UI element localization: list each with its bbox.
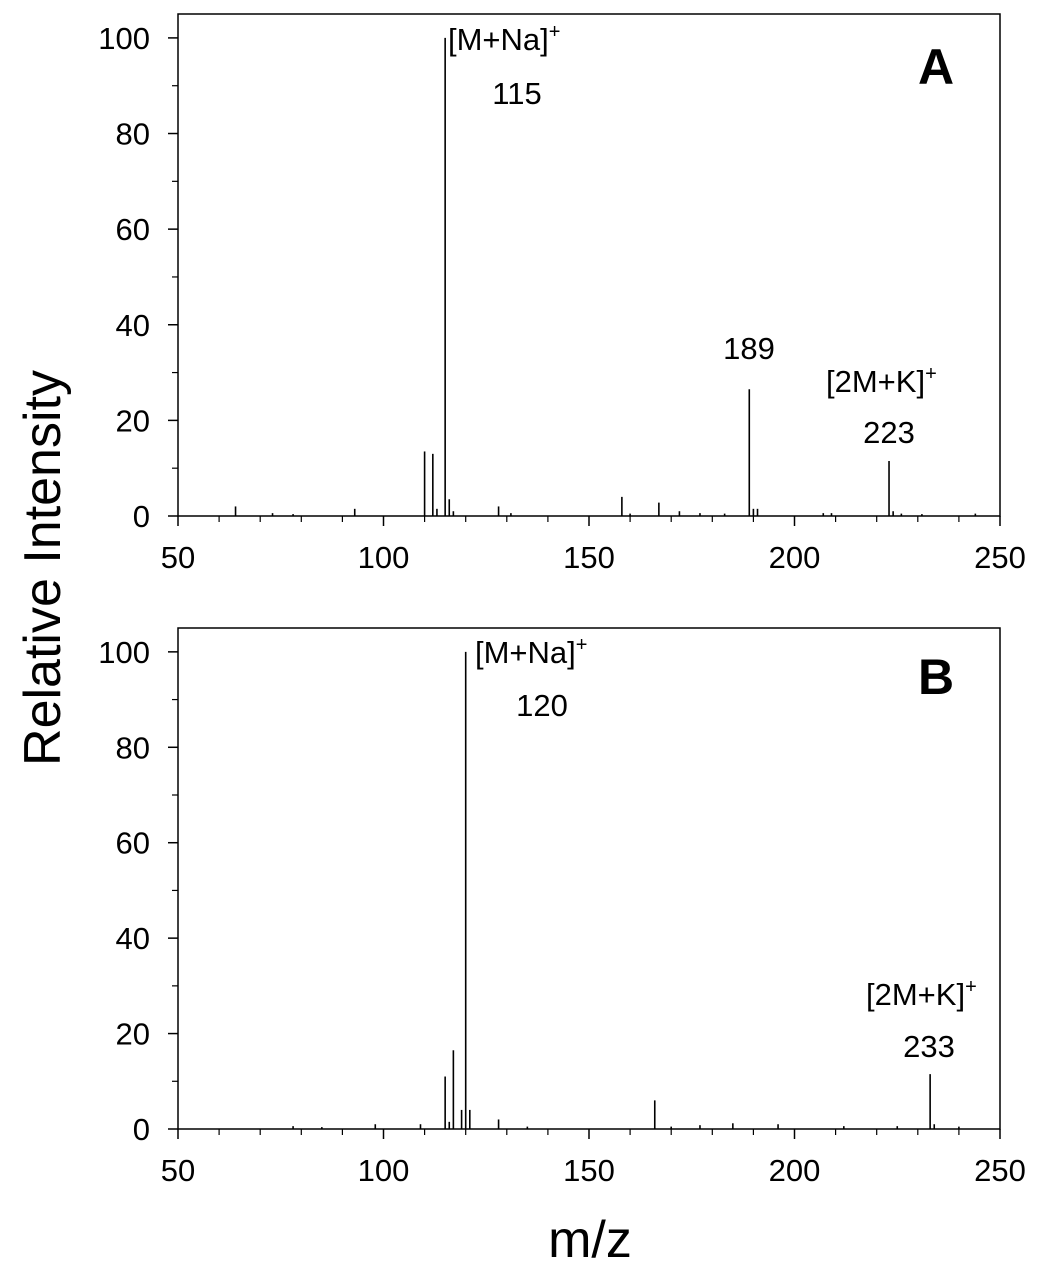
panel-a-peak-annotation: 115 bbox=[492, 76, 541, 111]
y-axis-title: Relative Intensity bbox=[14, 370, 72, 766]
panel-b-x-tick-label: 100 bbox=[358, 1153, 410, 1188]
panel-a: 50 100 150 200 250 0 20 40 60 80 100 [M+Na]+ 115 189 [… bbox=[98, 13, 1026, 575]
panel-b-y-tick-label: 20 bbox=[116, 1017, 150, 1052]
panel-a-peak-annotation: [2M+K]+ bbox=[826, 363, 937, 399]
panel-b-y-tick-label: 40 bbox=[116, 921, 150, 956]
panel-b-peak-annotation: [M+Na]+ bbox=[475, 634, 587, 670]
panel-a-x-tick-label: 200 bbox=[769, 540, 821, 575]
panel-b-letter: B bbox=[918, 649, 954, 705]
panel-a-letter: A bbox=[918, 39, 954, 95]
panel-b-y-tick-label: 0 bbox=[133, 1112, 150, 1147]
panel-b-x-tick-label: 50 bbox=[161, 1153, 195, 1188]
panel-a-y-tick-label: 0 bbox=[133, 499, 150, 534]
panel-a-x-tick-label: 250 bbox=[974, 540, 1026, 575]
panel-b-peak-annotation: 120 bbox=[516, 688, 568, 723]
panel-b-peak-annotation: 233 bbox=[903, 1029, 955, 1064]
panel-a-y-tick-label: 100 bbox=[98, 21, 150, 56]
panel-a-peak-annotation: 223 bbox=[863, 415, 915, 450]
panel-b: 50 100 150 200 250 0 20 40 60 80 100 [M+Na]+ 120 [2M+… bbox=[98, 627, 1026, 1188]
panel-b-y-tick-label: 80 bbox=[116, 730, 150, 765]
panel-b-y-tick-label: 100 bbox=[98, 635, 150, 670]
panel-a-x-tick-label: 100 bbox=[358, 540, 410, 575]
panel-a-x-tick-label: 50 bbox=[161, 540, 195, 575]
panel-a-y-tick-label: 80 bbox=[116, 117, 150, 152]
panel-b-x-tick-label: 250 bbox=[974, 1153, 1026, 1188]
panel-a-peak-annotation: 189 bbox=[723, 331, 775, 366]
panel-a-peak-annotation: [M+Na]+ bbox=[448, 21, 560, 57]
x-axis-title: m/z bbox=[548, 1211, 632, 1266]
panel-b-peak-annotation: [2M+K]+ bbox=[866, 976, 977, 1012]
panel-b-plot-frame bbox=[177, 627, 1001, 1130]
panel-b-y-tick-label: 60 bbox=[116, 826, 150, 861]
panel-a-x-tick-label: 150 bbox=[563, 540, 615, 575]
panel-a-y-tick-label: 20 bbox=[116, 403, 150, 438]
panel-b-x-tick-label: 200 bbox=[769, 1153, 821, 1188]
panel-b-x-tick-label: 150 bbox=[563, 1153, 615, 1188]
panel-a-y-tick-label: 40 bbox=[116, 308, 150, 343]
panel-a-y-tick-label: 60 bbox=[116, 212, 150, 247]
